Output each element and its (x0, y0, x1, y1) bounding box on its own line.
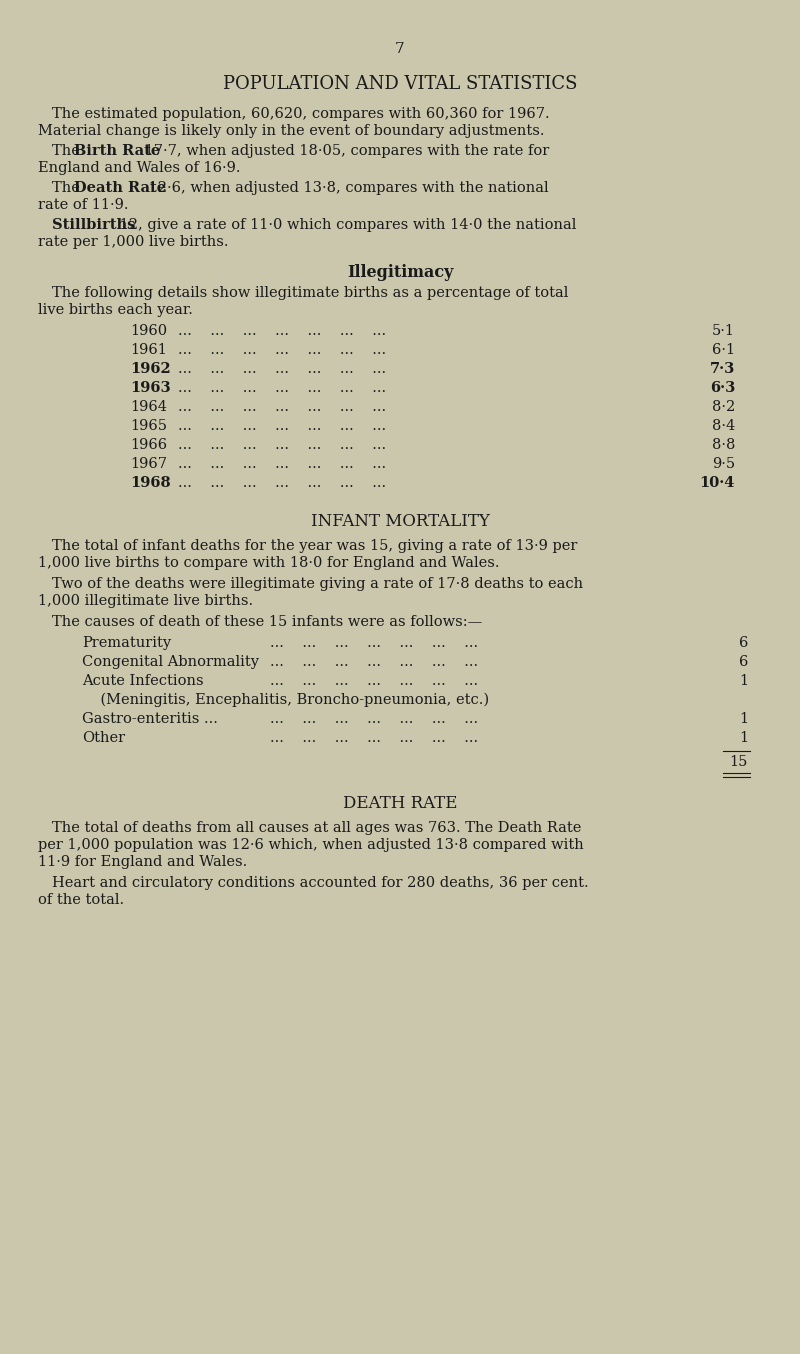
Text: 1966: 1966 (130, 437, 167, 452)
Text: 12·6, when adjusted 13·8, compares with the national: 12·6, when adjusted 13·8, compares with … (144, 181, 549, 195)
Text: Material change is likely only in the event of boundary adjustments.: Material change is likely only in the ev… (38, 125, 545, 138)
Text: ...    ...    ...    ...    ...    ...    ...: ... ... ... ... ... ... ... (270, 674, 478, 688)
Text: ...    ...    ...    ...    ...    ...    ...: ... ... ... ... ... ... ... (178, 324, 386, 338)
Text: 8·4: 8·4 (712, 418, 735, 433)
Text: The: The (52, 181, 85, 195)
Text: 11·9 for England and Wales.: 11·9 for England and Wales. (38, 854, 247, 869)
Text: 9·5: 9·5 (712, 458, 735, 471)
Text: ...    ...    ...    ...    ...    ...    ...: ... ... ... ... ... ... ... (178, 380, 386, 395)
Text: 6·1: 6·1 (712, 343, 735, 357)
Text: Illegitimacy: Illegitimacy (347, 264, 453, 282)
Text: rate per 1,000 live births.: rate per 1,000 live births. (38, 236, 229, 249)
Text: 10·4: 10·4 (700, 477, 735, 490)
Text: Stillbirths: Stillbirths (52, 218, 135, 232)
Text: ...    ...    ...    ...    ...    ...    ...: ... ... ... ... ... ... ... (178, 477, 386, 490)
Text: 5·1: 5·1 (712, 324, 735, 338)
Text: 8·2: 8·2 (712, 399, 735, 414)
Text: rate of 11·9.: rate of 11·9. (38, 198, 129, 213)
Text: Heart and circulatory conditions accounted for 280 deaths, 36 per cent.: Heart and circulatory conditions account… (52, 876, 589, 890)
Text: ...    ...    ...    ...    ...    ...    ...: ... ... ... ... ... ... ... (178, 437, 386, 452)
Text: ...    ...    ...    ...    ...    ...    ...: ... ... ... ... ... ... ... (178, 418, 386, 433)
Text: The following details show illegitimate births as a percentage of total: The following details show illegitimate … (52, 286, 568, 301)
Text: Prematurity: Prematurity (82, 636, 171, 650)
Text: 7·3: 7·3 (710, 362, 735, 376)
Text: ...    ...    ...    ...    ...    ...    ...: ... ... ... ... ... ... ... (178, 399, 386, 414)
Text: per 1,000 population was 12·6 which, when adjusted 13·8 compared with: per 1,000 population was 12·6 which, whe… (38, 838, 584, 852)
Text: ...    ...    ...    ...    ...    ...    ...: ... ... ... ... ... ... ... (270, 731, 478, 745)
Text: 1967: 1967 (130, 458, 167, 471)
Text: 6·3: 6·3 (710, 380, 735, 395)
Text: 1964: 1964 (130, 399, 167, 414)
Text: The: The (52, 144, 85, 158)
Text: 12, give a rate of 11·0 which compares with 14·0 the national: 12, give a rate of 11·0 which compares w… (115, 218, 576, 232)
Text: The causes of death of these 15 infants were as follows:—: The causes of death of these 15 infants … (52, 615, 482, 630)
Text: 15: 15 (730, 756, 748, 769)
Text: The total of infant deaths for the year was 15, giving a rate of 13·9 per: The total of infant deaths for the year … (52, 539, 578, 552)
Text: 6: 6 (738, 636, 748, 650)
Text: live births each year.: live births each year. (38, 303, 193, 317)
Text: DEATH RATE: DEATH RATE (342, 795, 458, 812)
Text: 1: 1 (739, 674, 748, 688)
Text: 1965: 1965 (130, 418, 167, 433)
Text: (Meningitis, Encephalitis, Broncho-pneumonia, etc.): (Meningitis, Encephalitis, Broncho-pneum… (82, 693, 489, 707)
Text: 1963: 1963 (130, 380, 170, 395)
Text: Acute Infections: Acute Infections (82, 674, 204, 688)
Text: 1960: 1960 (130, 324, 167, 338)
Text: ...    ...    ...    ...    ...    ...    ...: ... ... ... ... ... ... ... (178, 362, 386, 376)
Text: ...    ...    ...    ...    ...    ...    ...: ... ... ... ... ... ... ... (178, 343, 386, 357)
Text: Two of the deaths were illegitimate giving a rate of 17·8 deaths to each: Two of the deaths were illegitimate givi… (52, 577, 583, 590)
Text: ...    ...    ...    ...    ...    ...    ...: ... ... ... ... ... ... ... (270, 655, 478, 669)
Text: 1: 1 (739, 731, 748, 745)
Text: Other: Other (82, 731, 125, 745)
Text: 17·7, when adjusted 18·05, compares with the rate for: 17·7, when adjusted 18·05, compares with… (140, 144, 550, 158)
Text: England and Wales of 16·9.: England and Wales of 16·9. (38, 161, 241, 175)
Text: The estimated population, 60,620, compares with 60,360 for 1967.: The estimated population, 60,620, compar… (52, 107, 550, 121)
Text: Congenital Abnormality: Congenital Abnormality (82, 655, 259, 669)
Text: Death Rate: Death Rate (74, 181, 166, 195)
Text: 1968: 1968 (130, 477, 170, 490)
Text: POPULATION AND VITAL STATISTICS: POPULATION AND VITAL STATISTICS (222, 74, 578, 93)
Text: ...    ...    ...    ...    ...    ...    ...: ... ... ... ... ... ... ... (270, 636, 478, 650)
Text: of the total.: of the total. (38, 894, 124, 907)
Text: The total of deaths from all causes at all ages was 763. The Death Rate: The total of deaths from all causes at a… (52, 821, 582, 835)
Text: 7: 7 (395, 42, 405, 56)
Text: 1962: 1962 (130, 362, 170, 376)
Text: 1,000 live births to compare with 18·0 for England and Wales.: 1,000 live births to compare with 18·0 f… (38, 556, 499, 570)
Text: Birth Rate: Birth Rate (74, 144, 160, 158)
Text: INFANT MORTALITY: INFANT MORTALITY (310, 513, 490, 529)
Text: 1,000 illegitimate live births.: 1,000 illegitimate live births. (38, 594, 253, 608)
Text: 6: 6 (738, 655, 748, 669)
Text: ...    ...    ...    ...    ...    ...    ...: ... ... ... ... ... ... ... (270, 712, 478, 726)
Text: 1961: 1961 (130, 343, 167, 357)
Text: Gastro-enteritis ...: Gastro-enteritis ... (82, 712, 218, 726)
Text: 8·8: 8·8 (712, 437, 735, 452)
Text: ...    ...    ...    ...    ...    ...    ...: ... ... ... ... ... ... ... (178, 458, 386, 471)
Text: 1: 1 (739, 712, 748, 726)
